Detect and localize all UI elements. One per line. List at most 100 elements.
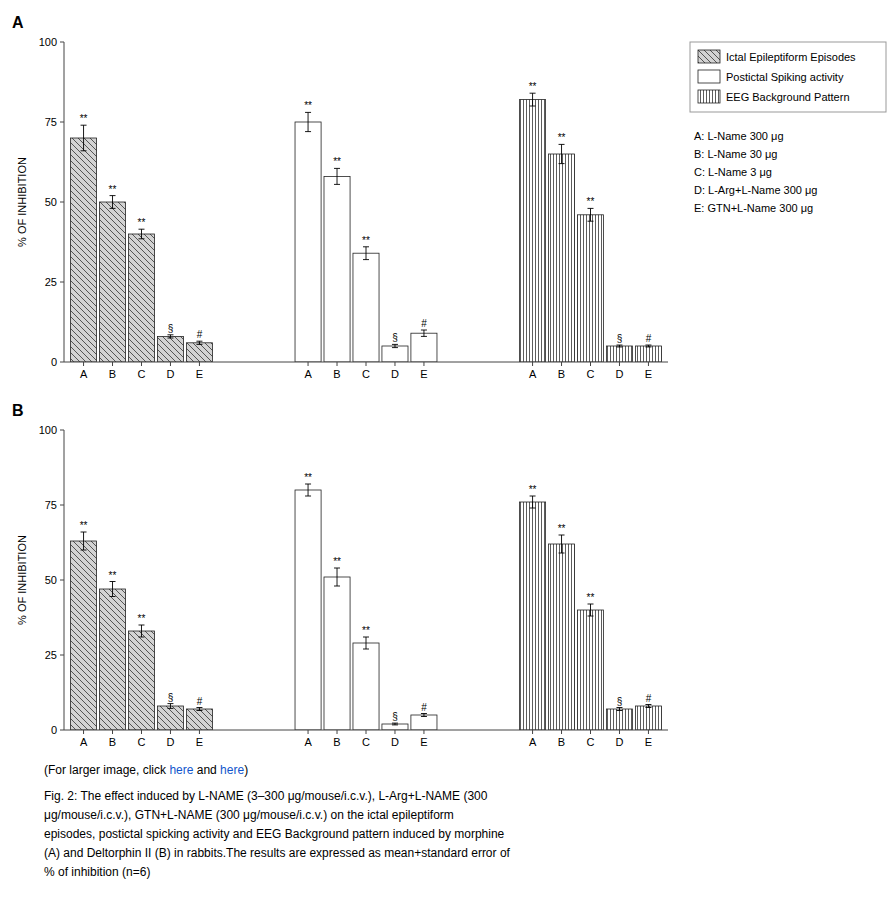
caption-line: Fig. 2: The effect induced by L-NAME (3–… [44, 789, 488, 803]
significance-marker: ** [587, 592, 595, 603]
legend: Ictal Epileptiform EpisodesPostictal Spi… [690, 42, 886, 112]
error-bar [196, 341, 202, 344]
y-tick-label: 100 [39, 424, 57, 436]
error-bar [645, 345, 651, 347]
caption-line: % of inhibition (n=6) [44, 865, 150, 879]
error-bar [363, 247, 369, 260]
x-tick-label: A [80, 368, 88, 380]
x-tick [366, 730, 367, 734]
error-bar [305, 484, 311, 496]
x-tick-label: E [420, 368, 427, 380]
significance-marker: ** [138, 217, 146, 228]
bar [71, 541, 97, 730]
significance-marker: ** [362, 625, 370, 636]
y-tick [60, 580, 64, 581]
x-tick-label: B [333, 736, 340, 748]
x-tick [308, 362, 309, 366]
legend-frame [690, 42, 886, 112]
x-tick-label: E [196, 368, 203, 380]
legend-label: Ictal Epileptiform Episodes [726, 51, 856, 63]
x-tick [561, 730, 562, 734]
plot-area [71, 93, 662, 362]
key-text: C: L-Name 3 μg [694, 166, 772, 178]
x-tick [199, 730, 200, 734]
x-tick [337, 730, 338, 734]
y-tick-label: 25 [45, 649, 57, 661]
x-tick [619, 362, 620, 366]
error-bar [421, 714, 427, 717]
error-bar [392, 344, 398, 347]
error-bar [616, 708, 622, 711]
caption-fragment: ) [244, 763, 248, 777]
x-tick-label: C [138, 736, 146, 748]
y-tick [60, 655, 64, 656]
error-bar [138, 625, 144, 637]
legend-swatch [698, 50, 720, 63]
x-tick [170, 362, 171, 366]
bar [411, 333, 437, 362]
x-tick [532, 362, 533, 366]
significance-marker: ** [587, 196, 595, 207]
caption-line: (A) and Deltorphin II (B) in rabbits.The… [44, 846, 511, 860]
key-text: A: L-Name 300 μg [694, 130, 784, 142]
bar [635, 346, 661, 362]
bar [295, 122, 321, 362]
y-tick-label: 0 [51, 724, 57, 736]
bar [295, 490, 321, 730]
bar [606, 346, 632, 362]
bar [324, 176, 350, 362]
x-axis [64, 730, 668, 731]
x-tick-label: D [391, 736, 399, 748]
x-tick [619, 730, 620, 734]
error-bar [334, 568, 340, 586]
y-tick [60, 505, 64, 506]
significance-marker: § [168, 323, 174, 334]
caption-line: episodes, postictal spicking activity an… [44, 827, 505, 841]
x-tick [308, 730, 309, 734]
x-tick-label: C [587, 736, 595, 748]
error-bar [616, 345, 622, 347]
x-tick [423, 362, 424, 366]
key-text: D: L-Arg+L-Name 300 μg [694, 184, 817, 196]
labels: **A**B**C§D#E**A**B**C§D#E**A**B**C§D#E [80, 472, 652, 748]
x-tick [648, 730, 649, 734]
x-tick-label: A [529, 736, 537, 748]
significance-marker: ** [80, 113, 88, 124]
y-tick [60, 282, 64, 283]
significance-marker: ** [333, 556, 341, 567]
y-tick-label: 0 [51, 356, 57, 368]
y-tick [60, 202, 64, 203]
y-tick-label: 50 [45, 574, 57, 586]
significance-marker: ** [109, 570, 117, 581]
panel: A**A**B**C§D#E**A**B**C§D#E**A**B**C§D#E… [12, 14, 886, 380]
x-tick-label: D [166, 368, 174, 380]
y-axis-label: % OF INHIBITION [16, 157, 28, 247]
significance-marker: ** [558, 523, 566, 534]
x-tick-label: E [420, 736, 427, 748]
x-tick-label: D [616, 368, 624, 380]
bar [353, 253, 379, 362]
bar [186, 709, 212, 730]
key-text: B: L-Name 30 μg [694, 148, 777, 160]
error-bar [81, 125, 87, 151]
significance-marker: ** [304, 100, 312, 111]
error-bar [530, 93, 536, 106]
x-tick-label: E [645, 368, 652, 380]
error-bar [645, 705, 651, 708]
x-tick [590, 362, 591, 366]
x-tick [394, 730, 395, 734]
bar [99, 589, 125, 730]
significance-marker: ** [558, 132, 566, 143]
x-tick [394, 362, 395, 366]
y-tick [60, 122, 64, 123]
x-tick-label: E [645, 736, 652, 748]
plot-area [71, 484, 662, 730]
x-tick [170, 730, 171, 734]
link-text: here [169, 763, 193, 777]
x-tick [83, 730, 84, 734]
bar [577, 215, 603, 362]
bar [520, 100, 546, 362]
x-tick-label: D [166, 736, 174, 748]
x-tick [590, 730, 591, 734]
bar [411, 715, 437, 730]
